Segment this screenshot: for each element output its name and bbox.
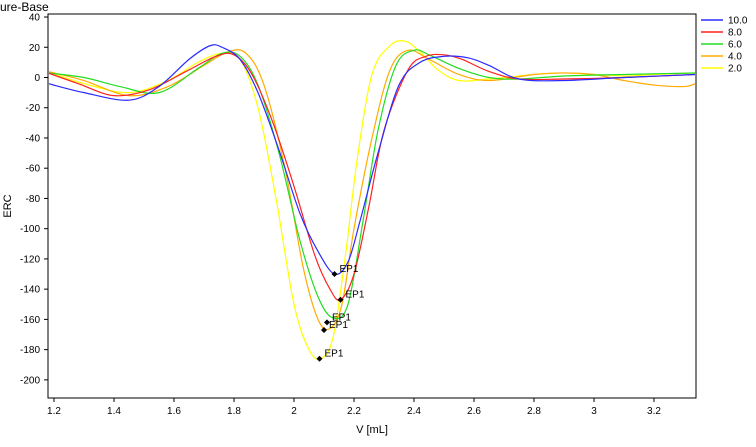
legend-entry: 6.0 <box>728 40 742 51</box>
x-tick-label: 3.2 <box>647 406 661 417</box>
y-tick-label: 40 <box>29 13 41 24</box>
x-tick-label: 2.6 <box>467 406 481 417</box>
y-tick-label: -140 <box>20 285 40 296</box>
y-tick-label: 20 <box>29 43 41 54</box>
ep-label: EP1 <box>346 290 365 301</box>
y-tick-label: -40 <box>26 133 41 144</box>
ep-marker <box>321 326 327 333</box>
x-tick-label: 2.4 <box>407 406 421 417</box>
ep-marker <box>337 296 344 303</box>
legend-entry: 4.0 <box>728 52 742 63</box>
ep-marker <box>316 355 323 362</box>
x-tick-label: 2 <box>291 406 297 417</box>
y-tick-label: 0 <box>34 73 40 84</box>
legend: 10.08.06.04.02.0 <box>701 16 748 75</box>
y-tick-label: -100 <box>20 224 40 235</box>
x-tick-label: 2.2 <box>347 406 361 417</box>
x-tick-label: 1.4 <box>107 406 121 417</box>
x-axis-label: V [mL] <box>356 424 388 436</box>
legend-entry: 10.0 <box>728 16 748 27</box>
series-line-6-0 <box>49 49 695 320</box>
x-tick-label: 2.8 <box>527 406 541 417</box>
y-tick-label: -200 <box>20 375 40 386</box>
series-line-4-0 <box>49 49 695 331</box>
plot-frame <box>47 13 697 399</box>
x-tick-label: 1.2 <box>47 406 61 417</box>
ep-label: EP1 <box>325 349 344 360</box>
x-tick-label: 3 <box>591 406 597 417</box>
x-tick-label: 1.6 <box>167 406 181 417</box>
y-tick-label: -180 <box>20 345 40 356</box>
y-axis-label: ERC <box>2 194 14 217</box>
y-tick-label: -60 <box>26 164 41 175</box>
legend-entry: 2.0 <box>728 64 742 75</box>
y-tick-label: -80 <box>26 194 41 205</box>
ep-marker <box>331 271 338 278</box>
ep-label: EP1 <box>332 312 351 323</box>
y-tick-label: -160 <box>20 315 40 326</box>
chart-title: ure-Base <box>0 0 49 14</box>
x-tick-label: 1.8 <box>227 406 241 417</box>
ep-label: EP1 <box>340 264 359 275</box>
y-tick-label: -120 <box>20 254 40 265</box>
legend-entry: 8.0 <box>728 28 742 39</box>
ep-label: EP1 <box>329 320 348 331</box>
y-tick-label: -20 <box>26 103 41 114</box>
ep-marker <box>324 319 330 326</box>
